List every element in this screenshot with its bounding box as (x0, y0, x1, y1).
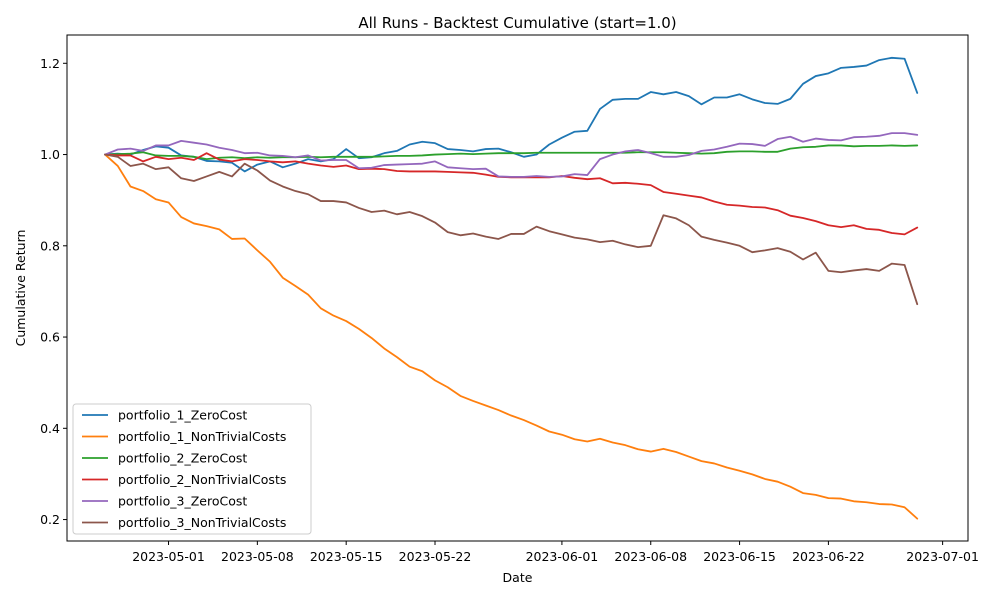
x-tick-label: 2023-05-15 (310, 549, 383, 564)
x-axis-label: Date (503, 570, 533, 585)
x-tick-label: 2023-05-08 (221, 549, 294, 564)
y-axis-label: Cumulative Return (13, 230, 28, 347)
x-tick-label: 2023-06-15 (703, 549, 776, 564)
series-line-portfolio-2-zerocost (104, 144, 919, 161)
legend-label-portfolio-1-nontrivialcosts: portfolio_1_NonTrivialCosts (118, 429, 286, 444)
y-tick-label: 0.6 (40, 330, 60, 345)
x-axis: 2023-05-01 2023-05-08 2023-05-15 2023-05-22… (132, 541, 979, 564)
x-tick-label: 2023-06-08 (614, 549, 687, 564)
series-line-portfolio-3-nontrivialcosts (104, 153, 919, 306)
x-tick-label: 2023-05-22 (399, 549, 472, 564)
legend-frame (72, 403, 312, 535)
y-axis: 0.2 0.4 0.6 0.8 1.0 1.2 (40, 56, 67, 527)
legend: portfolio_1_ZeroCost portfolio_1_NonTrivi… (72, 403, 312, 535)
x-tick-label: 2023-06-01 (526, 549, 599, 564)
y-tick-label: 1.0 (40, 147, 60, 162)
legend-label-portfolio-2-nontrivialcosts: portfolio_2_NonTrivialCosts (118, 472, 286, 487)
y-tick-label: 0.8 (40, 238, 60, 253)
y-tick-label: 0.4 (40, 421, 60, 436)
legend-label-portfolio-1-zerocost: portfolio_1_ZeroCost (118, 408, 247, 423)
legend-label-portfolio-3-nontrivialcosts: portfolio_3_NonTrivialCosts (118, 515, 286, 530)
y-tick-label: 1.2 (40, 56, 60, 71)
series-line-portfolio-3-zerocost (104, 132, 919, 178)
x-tick-label: 2023-07-01 (906, 549, 979, 564)
plot-frame (66, 34, 969, 542)
series-line-portfolio-1-nontrivialcosts (104, 153, 919, 520)
legend-label-portfolio-2-zerocost: portfolio_2_ZeroCost (118, 451, 247, 466)
x-tick-label: 2023-06-22 (792, 549, 865, 564)
chart-title: All Runs - Backtest Cumulative (start=1.… (358, 14, 676, 32)
plot-lines (104, 56, 919, 520)
legend-label-portfolio-3-zerocost: portfolio_3_ZeroCost (118, 494, 247, 509)
x-tick-label: 2023-05-01 (132, 549, 205, 564)
y-tick-label: 0.2 (40, 512, 60, 527)
